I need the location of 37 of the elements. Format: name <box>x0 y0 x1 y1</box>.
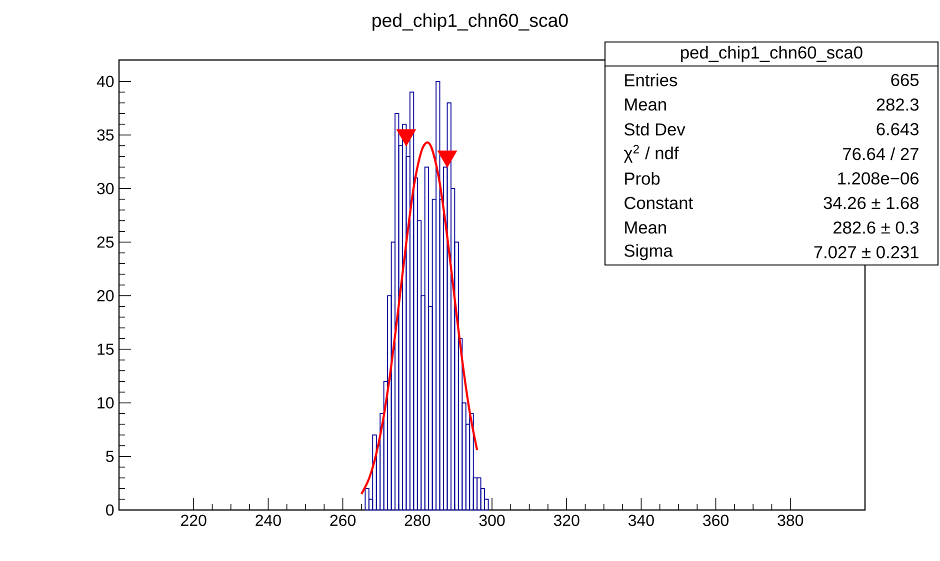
x-tick-label: 240 <box>256 514 281 526</box>
annotation: 282.6 ± 0.3 <box>834 221 919 234</box>
x-tick-label: 360 <box>703 514 729 526</box>
x-tick-label: 380 <box>778 514 804 526</box>
annotation: Prob <box>625 172 660 185</box>
text: 665 <box>891 74 919 86</box>
text: 282.3 <box>876 98 919 111</box>
annotation: Constant <box>624 196 693 210</box>
annotation: Entries <box>625 74 678 86</box>
annotation: 34.26 ± 1.68 <box>824 196 919 210</box>
chart-title: ped_chip1_chn60_sca0 <box>372 13 568 31</box>
annotation: χ$^{2}$ / ndf <box>624 144 679 163</box>
y-tick-label: 40 <box>96 76 114 88</box>
annotation: 76.64 / 27 <box>843 147 918 160</box>
y-tick-label: 20 <box>97 290 114 302</box>
x-tick-label: 320 <box>554 514 580 526</box>
x-tick-label: 280 <box>404 514 430 526</box>
annotation: Sigma <box>624 244 673 260</box>
x-tick-label: 300 <box>479 514 505 526</box>
line-series <box>360 141 478 495</box>
text: 6.643 <box>876 123 919 136</box>
y-tick-label: 35 <box>97 129 114 141</box>
y-tick-label: 15 <box>98 344 114 355</box>
y-tick-label: 30 <box>97 182 114 194</box>
y-tick-label: 25 <box>97 236 114 248</box>
annotation: ped_chip1_chn60_sca0 <box>681 46 862 62</box>
annotation: 7.027 ± 0.231 <box>814 246 918 258</box>
annotation: Mean <box>625 222 666 234</box>
x-tick-label: 220 <box>181 514 206 526</box>
annotation: 1.208e−06 <box>838 172 919 185</box>
annotation: Std Dev <box>624 122 686 136</box>
x-tick-label: 340 <box>628 514 654 526</box>
annotation: Mean <box>625 98 666 111</box>
y-tick-label: 5 <box>106 450 114 462</box>
y-tick-label: 0 <box>106 504 114 516</box>
y-tick-label: 10 <box>98 397 114 408</box>
x-tick-label: 260 <box>330 514 356 526</box>
